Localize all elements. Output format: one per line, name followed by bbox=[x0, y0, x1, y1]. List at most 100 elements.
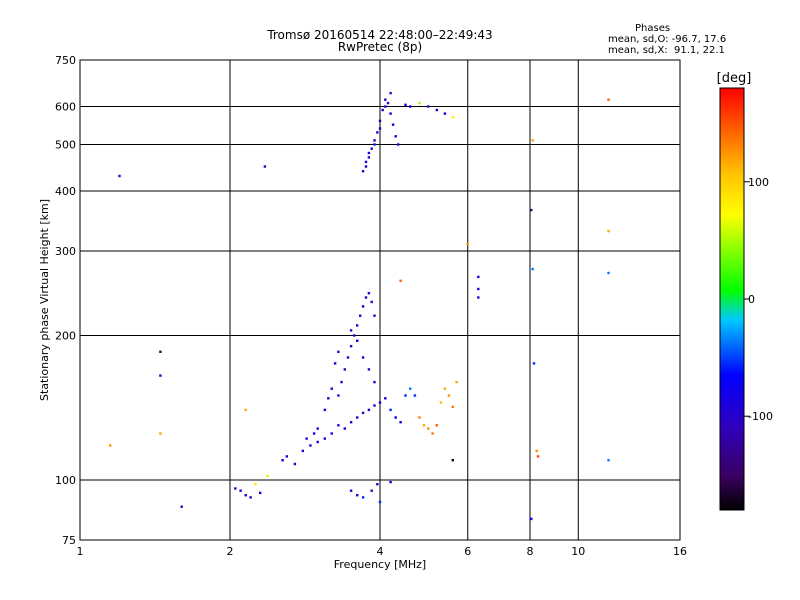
data-point bbox=[373, 380, 376, 384]
data-point bbox=[333, 362, 337, 365]
data-point bbox=[531, 139, 534, 142]
data-point bbox=[455, 380, 458, 384]
data-point bbox=[349, 329, 353, 332]
data-point bbox=[361, 305, 365, 308]
data-point bbox=[353, 334, 356, 337]
data-point bbox=[531, 267, 534, 271]
data-point bbox=[536, 455, 540, 458]
data-point bbox=[477, 275, 480, 279]
data-point bbox=[361, 170, 365, 173]
y-tick-label: 200 bbox=[55, 330, 76, 343]
data-point bbox=[373, 139, 376, 142]
plot-frame bbox=[79, 59, 681, 541]
data-point bbox=[378, 127, 382, 130]
y-tick-label: 400 bbox=[55, 185, 76, 198]
data-point bbox=[118, 174, 121, 178]
data-point bbox=[266, 474, 269, 478]
data-point bbox=[376, 483, 379, 486]
data-point bbox=[367, 156, 371, 159]
data-point bbox=[244, 494, 247, 497]
data-point bbox=[323, 437, 326, 440]
data-point bbox=[389, 91, 392, 95]
data-point bbox=[367, 292, 371, 295]
data-point bbox=[159, 432, 162, 435]
data-point bbox=[530, 208, 533, 212]
data-point bbox=[361, 496, 365, 499]
y-axis-ticks: 75 100 200 300 400 500 600 750 bbox=[55, 54, 76, 547]
data-point bbox=[443, 112, 447, 115]
colorbar-ticks: 100 0 -100 bbox=[744, 176, 773, 423]
x-tick-label: 8 bbox=[527, 545, 534, 558]
data-point bbox=[530, 517, 533, 521]
colorbar-tick-label: 0 bbox=[748, 293, 755, 306]
data-point bbox=[394, 135, 397, 138]
data-point bbox=[180, 505, 183, 508]
data-point bbox=[349, 345, 353, 348]
data-point bbox=[391, 123, 395, 126]
data-point bbox=[404, 394, 407, 397]
data-point bbox=[356, 494, 359, 497]
data-point bbox=[367, 368, 371, 371]
data-point bbox=[535, 449, 538, 453]
data-point bbox=[607, 98, 610, 101]
data-point bbox=[431, 432, 434, 435]
data-point bbox=[285, 455, 288, 458]
data-point bbox=[349, 421, 353, 424]
data-point bbox=[466, 243, 469, 246]
stats-x-mode: mean, sd,X: 91.1, 22.1 bbox=[608, 45, 725, 56]
data-point bbox=[477, 296, 480, 299]
data-point bbox=[312, 432, 316, 435]
data-point bbox=[532, 362, 536, 365]
data-point bbox=[309, 444, 312, 447]
data-point bbox=[337, 350, 340, 353]
data-point bbox=[389, 112, 392, 115]
data-point bbox=[378, 401, 382, 404]
data-point bbox=[443, 387, 447, 390]
data-point bbox=[370, 300, 373, 304]
data-point bbox=[263, 165, 267, 168]
data-point bbox=[244, 408, 247, 412]
data-point bbox=[607, 271, 610, 275]
data-point bbox=[343, 368, 346, 371]
data-point bbox=[356, 416, 359, 419]
stats-o-mode: mean, sd,O: -96.7, 17.6 bbox=[608, 34, 727, 45]
data-point bbox=[330, 432, 333, 435]
data-point bbox=[367, 408, 371, 412]
data-point bbox=[254, 483, 257, 486]
data-point bbox=[364, 296, 368, 299]
data-point bbox=[249, 496, 252, 499]
data-point bbox=[427, 427, 430, 430]
x-axis-ticks: 1 2 4 6 8 10 16 bbox=[77, 545, 688, 558]
data-point bbox=[359, 314, 362, 317]
data-point bbox=[435, 108, 438, 112]
data-point bbox=[439, 401, 443, 404]
data-point bbox=[361, 411, 365, 415]
data-points bbox=[109, 91, 610, 521]
data-point bbox=[293, 462, 297, 466]
data-point bbox=[451, 459, 454, 462]
x-tick-label: 10 bbox=[571, 545, 585, 558]
data-point bbox=[422, 424, 426, 427]
data-point bbox=[418, 101, 421, 105]
data-point bbox=[367, 151, 371, 155]
data-point bbox=[370, 147, 373, 150]
data-point bbox=[337, 394, 340, 397]
data-point bbox=[356, 339, 359, 342]
chart-title: Tromsø 20160514 22:48:00–22:49:43 bbox=[267, 28, 493, 42]
data-point bbox=[370, 489, 373, 492]
x-tick-label: 16 bbox=[673, 545, 687, 558]
data-point bbox=[159, 350, 162, 353]
colorbar-label: [deg] bbox=[717, 71, 752, 86]
y-tick-label: 750 bbox=[55, 54, 76, 67]
chart-subtitle: RwPretec (8p) bbox=[337, 40, 423, 54]
data-point bbox=[343, 427, 346, 430]
data-point bbox=[435, 424, 438, 427]
y-tick-label: 500 bbox=[55, 139, 76, 152]
data-point bbox=[378, 119, 382, 123]
data-point bbox=[234, 487, 237, 490]
data-point bbox=[340, 380, 343, 384]
data-point bbox=[607, 459, 610, 462]
y-tick-label: 600 bbox=[55, 101, 76, 114]
